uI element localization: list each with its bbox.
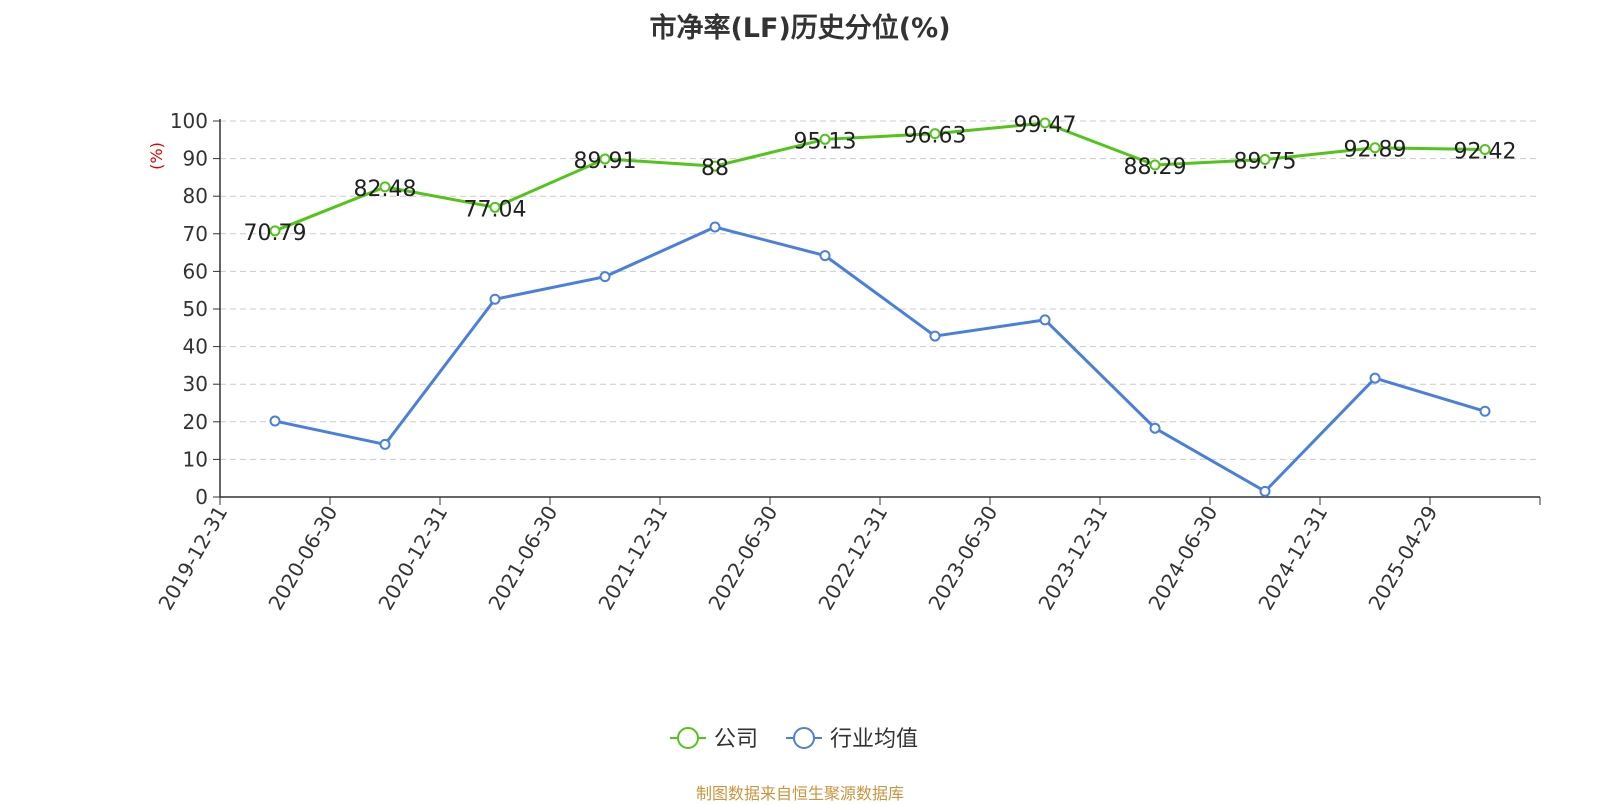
data-label: 88 bbox=[701, 156, 729, 181]
data-point bbox=[379, 438, 391, 450]
data-label: 96.63 bbox=[904, 124, 967, 149]
x-tick-label: 2019-12-31 bbox=[153, 502, 232, 615]
chart-title: 市净率(LF)历史分位(%) bbox=[649, 13, 951, 44]
data-label: 92.89 bbox=[1344, 138, 1407, 163]
data-point bbox=[269, 225, 281, 237]
legend-label: 行业均值 bbox=[830, 727, 918, 752]
data-point bbox=[1259, 154, 1271, 166]
x-tick-label: 2020-06-30 bbox=[263, 502, 342, 615]
x-tick-label: 2025-04-29 bbox=[1363, 502, 1442, 615]
data-point bbox=[1149, 159, 1161, 171]
data-point bbox=[929, 330, 941, 342]
data-point bbox=[1479, 144, 1491, 156]
data-point bbox=[1369, 372, 1381, 384]
y-axis-label: (%) bbox=[147, 142, 166, 170]
data-point bbox=[489, 293, 501, 305]
y-tick-label: 40 bbox=[183, 335, 208, 359]
data-label: 89.91 bbox=[574, 149, 637, 174]
data-label: 77.04 bbox=[464, 197, 527, 222]
y-tick-label: 90 bbox=[183, 147, 208, 171]
data-label: 70.79 bbox=[244, 221, 307, 246]
series-line-0 bbox=[274, 121, 1486, 233]
data-label: 95.13 bbox=[794, 129, 857, 154]
y-tick-label: 30 bbox=[183, 372, 208, 396]
data-point bbox=[1039, 314, 1051, 326]
x-tick-label: 2021-12-31 bbox=[593, 502, 672, 615]
x-tick-label: 2021-06-30 bbox=[483, 502, 562, 615]
y-tick-label: 0 bbox=[195, 485, 208, 509]
series-line-1 bbox=[274, 225, 1486, 493]
y-tick-label: 80 bbox=[183, 184, 208, 208]
legend-swatch-marker bbox=[793, 727, 815, 749]
y-tick-label: 70 bbox=[183, 222, 208, 246]
data-label: 88.29 bbox=[1124, 155, 1187, 180]
data-point bbox=[709, 221, 721, 233]
data-point bbox=[1149, 422, 1161, 434]
legend-label: 公司 bbox=[714, 727, 758, 752]
y-tick-label: 10 bbox=[183, 447, 208, 471]
y-tick-label: 50 bbox=[183, 297, 208, 321]
x-tick-label: 2022-12-31 bbox=[813, 502, 892, 615]
data-label: 82.48 bbox=[354, 177, 417, 202]
data-point bbox=[489, 201, 501, 213]
x-tick-label: 2023-06-30 bbox=[923, 502, 1002, 615]
y-tick-label: 60 bbox=[183, 259, 208, 283]
data-point bbox=[1259, 485, 1271, 497]
data-point bbox=[1039, 117, 1051, 129]
data-label: 99.47 bbox=[1014, 113, 1077, 138]
x-tick-label: 2022-06-30 bbox=[703, 502, 782, 615]
x-tick-label: 2024-06-30 bbox=[1143, 502, 1222, 615]
data-point bbox=[819, 133, 831, 145]
data-point bbox=[379, 181, 391, 193]
data-source-note: 制图数据来自恒生聚源数据库 bbox=[695, 784, 904, 803]
data-point bbox=[709, 160, 721, 172]
data-point bbox=[929, 128, 941, 140]
data-point bbox=[599, 271, 611, 283]
data-point bbox=[1369, 142, 1381, 154]
data-point bbox=[269, 415, 281, 427]
x-tick-label: 2020-12-31 bbox=[373, 502, 452, 615]
data-point bbox=[599, 153, 611, 165]
y-tick-label: 20 bbox=[183, 410, 208, 434]
x-tick-label: 2024-12-31 bbox=[1253, 502, 1332, 615]
data-label: 89.75 bbox=[1234, 150, 1297, 175]
y-tick-label: 100 bbox=[170, 109, 208, 133]
data-point bbox=[1479, 405, 1491, 417]
x-tick-label: 2023-12-31 bbox=[1033, 502, 1112, 615]
data-label: 92.42 bbox=[1454, 140, 1517, 165]
data-point bbox=[819, 250, 831, 262]
legend-swatch-marker bbox=[677, 727, 699, 749]
